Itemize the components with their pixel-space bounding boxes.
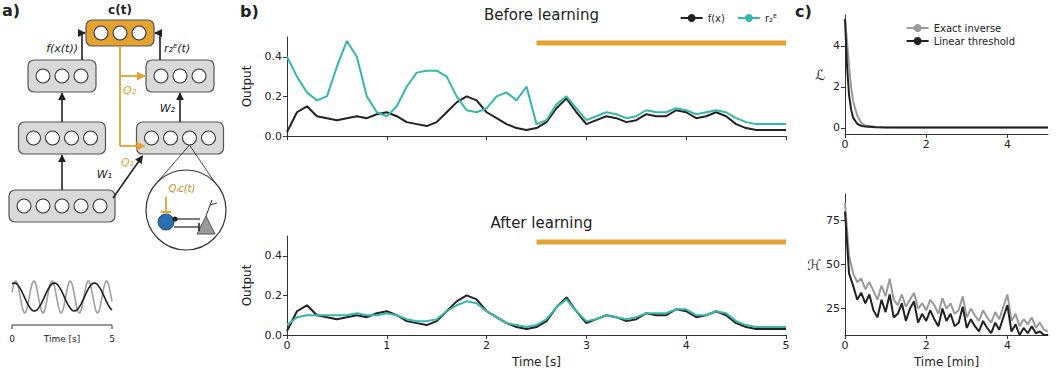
svg-text:2: 2 <box>833 80 840 93</box>
svg-text:Q₂: Q₂ <box>123 84 137 97</box>
svg-text:4: 4 <box>1004 138 1011 151</box>
svg-text:r₂ᴱ: r₂ᴱ <box>765 13 777 24</box>
svg-text:75: 75 <box>826 214 840 227</box>
svg-text:Time [min]: Time [min] <box>913 355 979 369</box>
svg-text:3: 3 <box>583 339 590 352</box>
svg-text:Linear threshold: Linear threshold <box>934 36 1015 47</box>
svg-text:25: 25 <box>826 302 840 315</box>
svg-text:0.4: 0.4 <box>265 50 283 63</box>
svg-text:b): b) <box>240 2 259 21</box>
svg-text:ℒ: ℒ <box>815 67 825 83</box>
svg-text:4: 4 <box>833 39 840 52</box>
svg-text:Time [s]: Time [s] <box>511 355 561 369</box>
svg-text:a): a) <box>2 1 20 20</box>
svg-text:5: 5 <box>783 339 790 352</box>
svg-text:0: 0 <box>9 334 15 344</box>
svg-text:Output: Output <box>240 65 254 107</box>
svg-text:Time [s]: Time [s] <box>43 334 81 344</box>
svg-text:0: 0 <box>842 138 849 151</box>
svg-text:2: 2 <box>923 138 930 151</box>
svg-text:0.4: 0.4 <box>265 249 283 262</box>
svg-text:5: 5 <box>109 334 115 344</box>
svg-text:0: 0 <box>833 121 840 134</box>
svg-text:c): c) <box>795 2 812 21</box>
svg-text:c(t): c(t) <box>108 3 132 17</box>
svg-text:0.0: 0.0 <box>265 130 283 143</box>
svg-text:After learning: After learning <box>491 214 593 232</box>
svg-text:4: 4 <box>683 339 690 352</box>
svg-text:0.0: 0.0 <box>265 329 283 342</box>
svg-text:Qᵢc(t): Qᵢc(t) <box>169 183 196 194</box>
svg-text:f(x): f(x) <box>708 13 725 24</box>
svg-text:W₁: W₁ <box>97 168 112 181</box>
svg-text:0: 0 <box>842 339 849 352</box>
svg-text:0.2: 0.2 <box>265 289 283 302</box>
svg-text:50: 50 <box>826 258 840 271</box>
svg-text:0: 0 <box>284 339 291 352</box>
svg-text:2: 2 <box>483 339 490 352</box>
svg-text:W₂: W₂ <box>160 102 176 115</box>
svg-text:0.2: 0.2 <box>265 90 283 103</box>
svg-text:Before learning: Before learning <box>484 6 599 24</box>
svg-text:2: 2 <box>923 339 930 352</box>
svg-text:Exact inverse: Exact inverse <box>934 23 1002 34</box>
svg-text:4: 4 <box>1004 339 1011 352</box>
svg-text:ℋ: ℋ <box>807 257 821 273</box>
svg-text:r₂ᴱ(t): r₂ᴱ(t) <box>164 42 190 55</box>
svg-text:1: 1 <box>383 339 390 352</box>
svg-text:Q₁: Q₁ <box>121 156 134 169</box>
svg-text:Output: Output <box>240 264 254 306</box>
svg-text:f(x(t)): f(x(t)) <box>46 42 78 55</box>
